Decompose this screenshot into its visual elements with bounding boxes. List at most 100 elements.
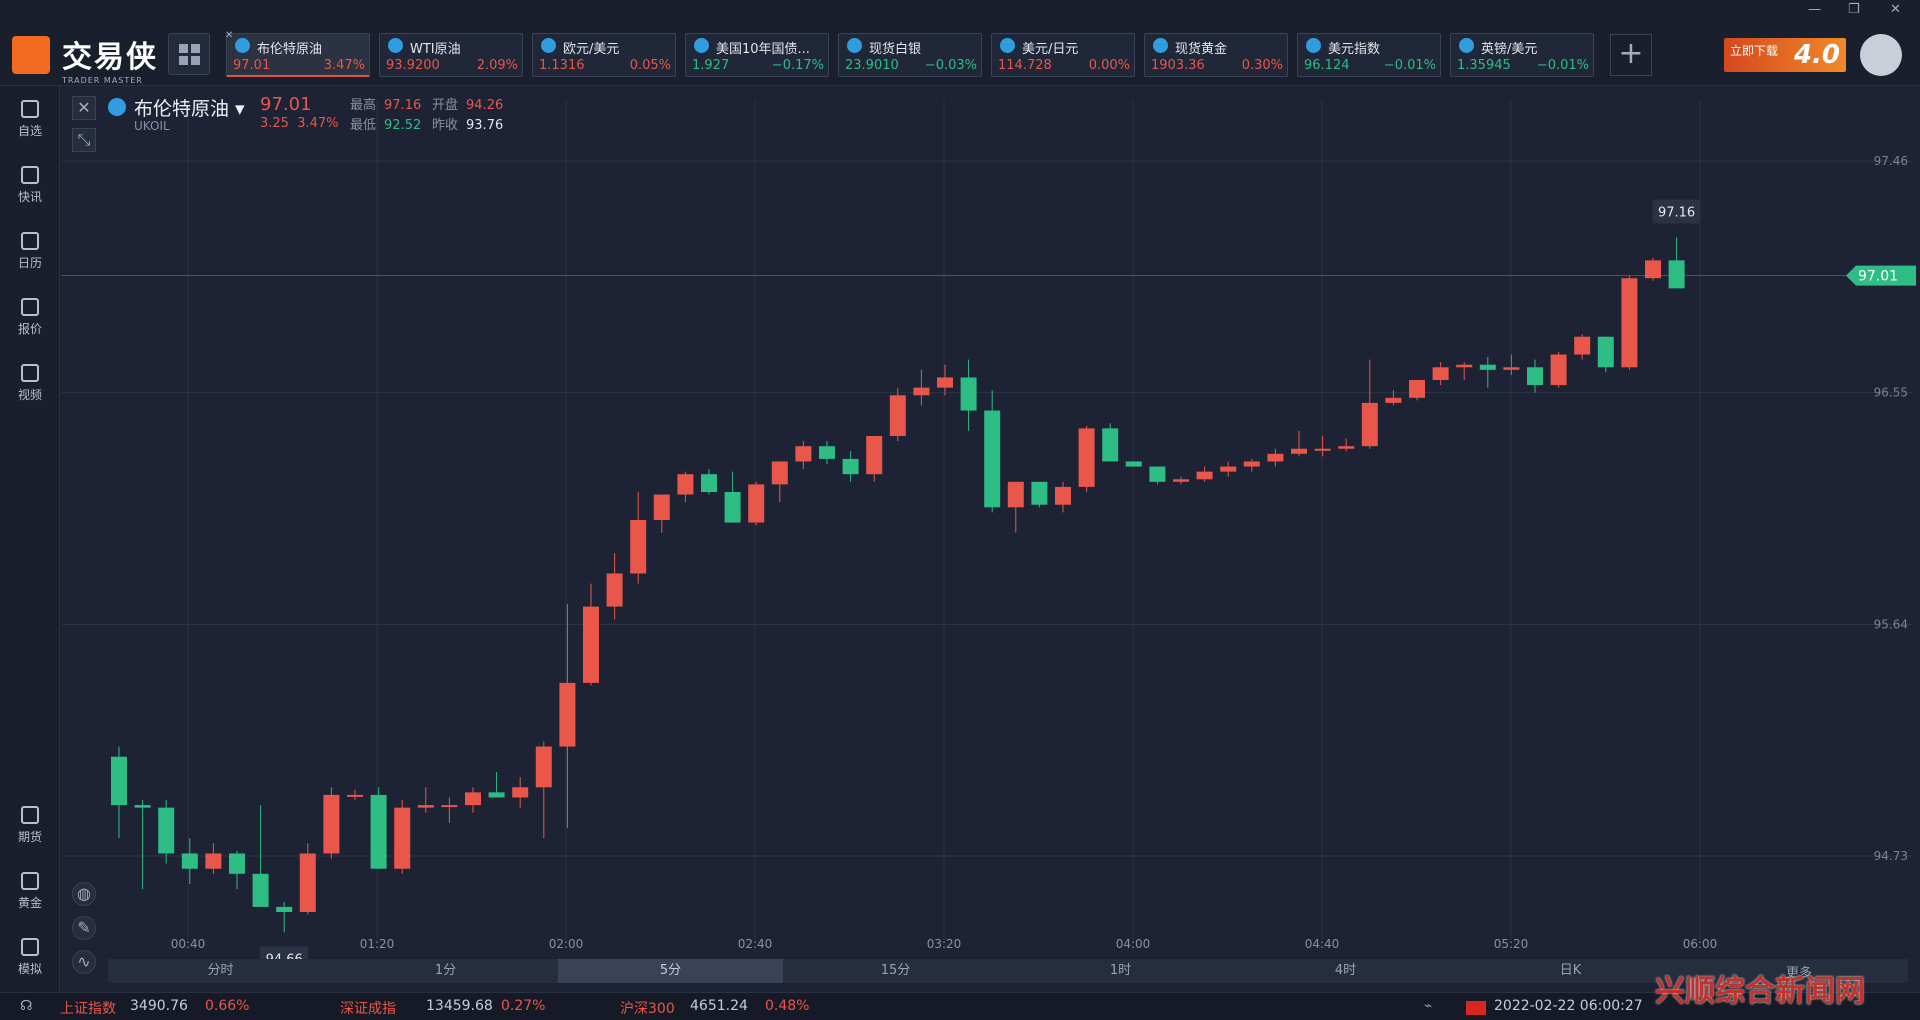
ticker-card[interactable]: 欧元/美元 1.1316 0.05% [532, 33, 676, 77]
candle-body [1361, 402, 1378, 447]
max-price-box [1652, 199, 1701, 224]
ticker-card[interactable]: 布伦特原油 97.01 3.47% ✕ [225, 30, 370, 77]
candle-body [299, 853, 316, 912]
ticker-card[interactable]: 现货黄金 1903.36 0.30% [1144, 33, 1288, 77]
sidebar-item-simulate[interactable]: 模拟 [0, 938, 60, 977]
wifi-icon: ⌁ [1424, 998, 1433, 1014]
sidebar-item-news[interactable]: 快讯 [0, 166, 60, 205]
y-tick-label: 97.46 [1874, 154, 1908, 168]
candle-body [795, 446, 812, 462]
price-change: 3.25 3.47% [260, 116, 339, 131]
index-change: 0.66% [205, 998, 250, 1014]
add-ticker-button[interactable]: + [1610, 34, 1652, 76]
candle-body [1267, 453, 1284, 462]
period-tab[interactable]: 15分 [880, 963, 911, 978]
candle-body [1503, 367, 1520, 370]
minimize-icon[interactable]: — [1808, 2, 1821, 17]
ticker-card[interactable]: 美元指数 96.124 −0.01% [1297, 33, 1441, 77]
sidebar-item-calendar[interactable]: 日历 [0, 232, 60, 271]
candle-body [1102, 428, 1119, 462]
period-tab[interactable]: 5分 [558, 959, 783, 983]
index-change: 0.27% [501, 998, 546, 1014]
candle-body [701, 474, 717, 492]
grid-icon [191, 56, 200, 65]
sidebar-item-label: 视频 [17, 388, 42, 402]
draw-pen-icon[interactable]: ✎ [72, 916, 96, 940]
period-tab[interactable]: 分时 [207, 963, 234, 978]
bar-chart-icon [694, 38, 709, 53]
sidebar-item-video[interactable]: 视频 [0, 364, 60, 403]
candle-body [1668, 260, 1685, 289]
left-sidebar: 自选 快讯 日历 报价 视频 期货 黄金 模拟 [0, 86, 60, 992]
index-value: 13459.68 [426, 998, 493, 1014]
candle-body [535, 746, 552, 788]
sidebar-item-futures[interactable]: 期货 [0, 806, 60, 845]
close-window-icon[interactable]: ✕ [1890, 2, 1901, 17]
candle-body [1149, 466, 1166, 482]
user-avatar[interactable] [1860, 34, 1902, 76]
close-chart-button[interactable]: ✕ [72, 96, 96, 120]
more-periods-button[interactable]: 更多 [1786, 966, 1813, 981]
ticker-card[interactable]: WTI原油 93.9200 2.09% [379, 33, 523, 77]
sidebar-item-quotes[interactable]: 报价 [0, 298, 60, 337]
candle-body [1385, 397, 1402, 403]
period-tab[interactable]: 4时 [1334, 963, 1357, 978]
ticker-price: 114.728 [998, 58, 1052, 73]
x-tick-label: 05:20 [1494, 937, 1529, 951]
watermark-text: 兴顺综合新闻网 [1655, 974, 1865, 1009]
layout-grid-button[interactable] [168, 33, 210, 75]
ticker-card[interactable]: 现货白银 23.9010 −0.03% [838, 33, 982, 77]
candle-body [1479, 364, 1496, 370]
ticker-name: 美国10年国债... [716, 42, 810, 57]
chart-type-icon[interactable]: ∿ [72, 950, 96, 974]
sidebar-item-watchlist[interactable]: 自选 [0, 100, 60, 139]
sidebar-item-gold[interactable]: 黄金 [0, 872, 60, 911]
ticker-price: 97.01 [233, 58, 271, 73]
index-name: 上证指数 [60, 1001, 116, 1017]
ticker-change: 0.05% [629, 58, 671, 73]
candle-body [229, 853, 245, 874]
candle-body [488, 792, 505, 798]
ticker-card[interactable]: 英镑/美元 1.35945 −0.01% [1450, 33, 1594, 77]
restore-icon[interactable]: ❐ [1848, 2, 1860, 17]
candle-body [1055, 486, 1071, 505]
index-name: 沪深300 [620, 1001, 675, 1017]
calendar-icon [21, 232, 39, 250]
candle-body [181, 853, 198, 869]
open-stat: 开盘 94.26 [432, 94, 503, 113]
candle-body [1125, 461, 1142, 467]
period-tab[interactable]: 1时 [1109, 963, 1132, 978]
candle-body [205, 853, 222, 869]
ticker-change: 0.30% [1241, 58, 1283, 73]
close-tab-icon[interactable]: ✕ [225, 30, 234, 41]
candle-body [1007, 481, 1024, 508]
ticker-change: 3.47% [323, 58, 365, 73]
stat-value: 97.16 [384, 98, 422, 113]
ticker-name: 英镑/美元 [1481, 42, 1538, 57]
ticker-change: 2.09% [476, 58, 518, 73]
headset-icon[interactable]: ☊ [20, 998, 33, 1014]
change-value: 3.25 [260, 116, 289, 131]
prev-close-stat: 昨收 93.76 [432, 114, 503, 133]
candle-body [1031, 481, 1048, 505]
flag-jp-icon [1000, 38, 1015, 53]
shrink-icon[interactable]: ⤡ [72, 128, 96, 152]
ticker-card[interactable]: 美国10年国债... 1.927 −0.17% [685, 33, 829, 77]
candle-body [134, 805, 151, 808]
period-tab[interactable]: 日K [1559, 963, 1582, 978]
candle-body [1527, 367, 1543, 386]
download-promo-button[interactable]: 立即下载 4.0 [1724, 38, 1846, 72]
ticker-card[interactable]: 美元/日元 114.728 0.00% [991, 33, 1135, 77]
stat-value: 92.52 [384, 118, 422, 133]
indicator-icon[interactable]: ◍ [72, 882, 96, 906]
brand-name: 交易侠 [62, 40, 158, 75]
symbol-name-dropdown[interactable]: 布伦特原油 ▾ [134, 98, 245, 120]
period-tab[interactable]: 1分 [434, 963, 457, 978]
futures-icon [21, 806, 39, 824]
promo-label: 立即下载 [1730, 44, 1779, 58]
candle-body [630, 520, 647, 574]
candle-body [323, 794, 340, 854]
oil-icon [235, 38, 250, 53]
y-tick-label: 94.73 [1874, 849, 1908, 863]
